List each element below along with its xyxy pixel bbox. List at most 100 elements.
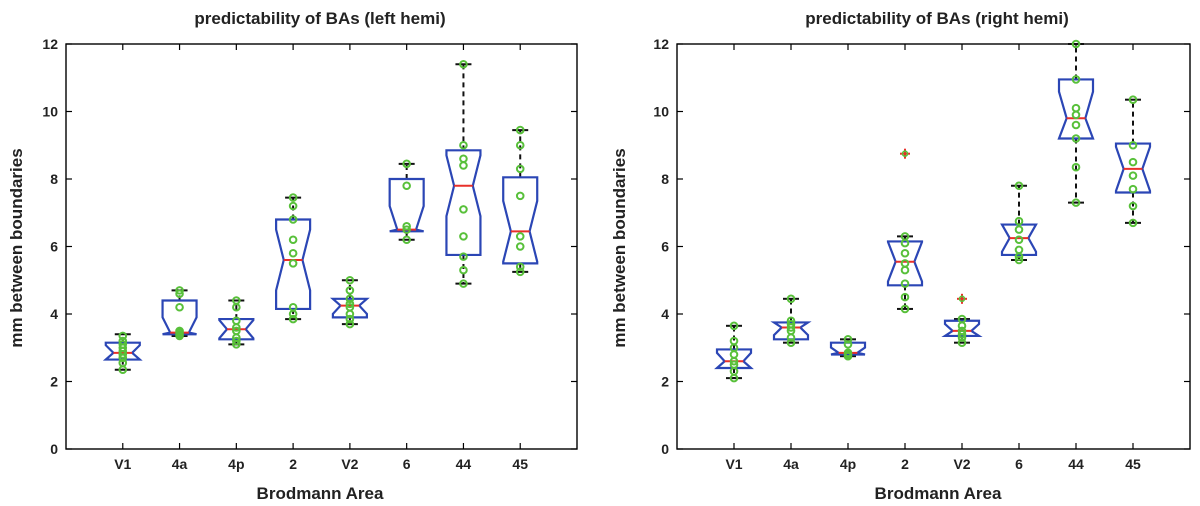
y-tick-label: 0	[50, 441, 58, 457]
y-tick-label: 12	[653, 36, 669, 52]
y-axis-label: mm between boundaries	[7, 148, 26, 347]
data-point	[118, 358, 128, 368]
x-tick-label: 4a	[783, 456, 799, 472]
data-point	[786, 319, 796, 329]
data-point	[1071, 75, 1081, 84]
data-point	[729, 360, 739, 369]
data-point	[1014, 245, 1024, 255]
notched-box	[102, 341, 143, 361]
data-point	[175, 286, 184, 295]
y-tick-label: 2	[50, 374, 58, 390]
notched-box	[275, 218, 312, 311]
x-tick-label: 4p	[228, 456, 244, 472]
data-point	[786, 338, 796, 347]
data-point	[1128, 157, 1138, 167]
data-point	[900, 304, 910, 314]
data-point	[1071, 110, 1081, 120]
data-point	[232, 316, 241, 326]
data-point	[786, 294, 796, 304]
plot-frame	[65, 43, 578, 450]
data-point	[459, 265, 468, 275]
data-point	[345, 275, 355, 285]
x-tick-label: 2	[901, 456, 909, 472]
x-tick-label: V2	[341, 456, 358, 472]
data-point	[900, 248, 910, 258]
data-point	[288, 248, 298, 258]
data-point	[843, 340, 853, 349]
data-point	[118, 340, 128, 349]
data-point	[459, 161, 468, 170]
data-point	[459, 205, 468, 214]
notched-box	[886, 240, 924, 287]
data-point	[345, 299, 355, 309]
outlier-point	[901, 150, 909, 157]
data-point	[459, 140, 468, 150]
notched-box	[218, 317, 255, 341]
chart-title: predictability of BAs (left hemi)	[194, 9, 445, 28]
y-tick-label: 6	[661, 239, 669, 255]
x-axis-label: Brodmann Area	[257, 484, 384, 503]
data-point	[1071, 103, 1081, 113]
data-point	[900, 259, 910, 268]
data-point	[288, 259, 298, 268]
y-tick-label: 2	[661, 374, 669, 390]
outlier-point	[958, 295, 966, 303]
data-point	[515, 262, 525, 272]
data-point	[515, 232, 525, 241]
x-tick-label: 6	[403, 456, 411, 472]
data-point	[1014, 181, 1024, 191]
data-point	[118, 331, 128, 341]
data-point	[1128, 184, 1138, 194]
data-point	[729, 321, 739, 331]
y-tick-label: 8	[661, 171, 669, 187]
data-point	[232, 336, 241, 346]
data-point	[729, 350, 739, 359]
data-point	[1071, 198, 1081, 207]
right-hemi-chart: predictability of BAs (right hemi) Brodm…	[600, 0, 1200, 506]
data-point	[459, 279, 468, 288]
data-point	[232, 296, 241, 305]
x-tick-label: 44	[1068, 456, 1084, 472]
y-axis-label: mm between boundaries	[610, 148, 629, 347]
data-point	[345, 319, 355, 329]
y-tick-label: 8	[50, 171, 58, 187]
data-point	[900, 232, 910, 241]
data-point	[175, 326, 184, 336]
data-point	[957, 326, 967, 336]
data-point	[1128, 201, 1138, 211]
x-axis-label: Brodmann Area	[875, 484, 1002, 503]
x-tick-label: 45	[512, 456, 528, 472]
y-tick-label: 4	[661, 306, 669, 322]
data-point	[288, 215, 298, 224]
notched-box	[829, 341, 867, 356]
data-point	[1071, 162, 1081, 172]
x-tick-label: 6	[1015, 456, 1023, 472]
data-point	[1128, 171, 1138, 180]
data-point	[459, 252, 468, 261]
data-point	[232, 326, 241, 336]
data-point	[1014, 225, 1024, 234]
data-point	[515, 242, 525, 251]
chart-title: predictability of BAs (right hemi)	[805, 9, 1069, 28]
data-point	[345, 314, 355, 324]
data-point	[1071, 120, 1081, 130]
notched-box	[329, 297, 370, 319]
data-point	[900, 265, 910, 275]
left-hemi-chart: predictability of BAs (left hemi) Brodma…	[7, 9, 578, 503]
data-point	[786, 316, 796, 326]
x-tick-label: 4a	[172, 456, 188, 472]
notched-box	[1057, 78, 1095, 140]
data-point	[402, 181, 411, 191]
data-point	[175, 302, 184, 312]
x-tick-label: 44	[456, 456, 472, 472]
right-hemi-chart-svg: predictability of BAs (right hemi) Brodm…	[610, 9, 1191, 503]
data-point	[515, 191, 525, 201]
data-point	[402, 235, 411, 245]
data-point	[843, 335, 853, 344]
data-point	[900, 292, 910, 302]
data-point	[1014, 216, 1024, 226]
data-point	[957, 321, 967, 331]
data-point	[459, 59, 468, 69]
data-point	[843, 348, 853, 358]
data-point	[900, 279, 910, 288]
